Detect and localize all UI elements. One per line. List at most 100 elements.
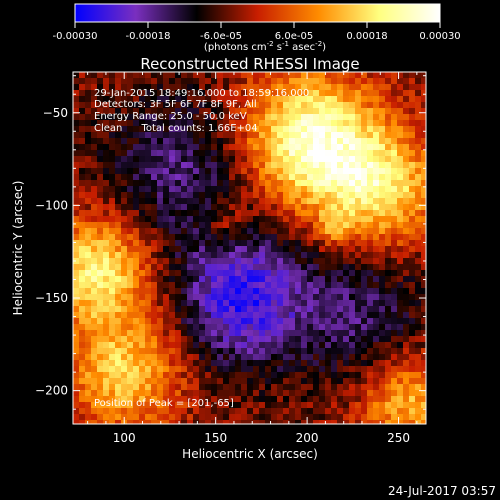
heatmap-cell bbox=[271, 96, 277, 102]
heatmap-cell bbox=[241, 96, 247, 102]
heatmap-cell bbox=[181, 132, 187, 138]
colorbar bbox=[74, 3, 441, 23]
heatmap-cell bbox=[295, 390, 301, 396]
heatmap-cell bbox=[229, 366, 235, 372]
heatmap-cell bbox=[277, 162, 283, 168]
heatmap-cell bbox=[151, 156, 157, 162]
heatmap-cell bbox=[109, 174, 115, 180]
heatmap-cell bbox=[385, 282, 391, 288]
heatmap-cell bbox=[73, 360, 79, 366]
heatmap-cell bbox=[181, 102, 187, 108]
heatmap-cell bbox=[397, 102, 403, 108]
heatmap-cell bbox=[109, 210, 115, 216]
heatmap-cell bbox=[397, 270, 403, 276]
heatmap-cell bbox=[79, 108, 85, 114]
heatmap-cell bbox=[169, 288, 175, 294]
heatmap-cell bbox=[223, 408, 229, 414]
heatmap-cell bbox=[289, 174, 295, 180]
heatmap-cell bbox=[421, 306, 426, 312]
heatmap-cell bbox=[73, 120, 79, 126]
heatmap-cell bbox=[73, 126, 79, 132]
heatmap-cell bbox=[121, 336, 127, 342]
heatmap-cell bbox=[289, 402, 295, 408]
heatmap-cell bbox=[319, 72, 325, 78]
heatmap-cell bbox=[115, 264, 121, 270]
heatmap-cell bbox=[307, 378, 313, 384]
heatmap-cell bbox=[97, 360, 103, 366]
heatmap-cell bbox=[169, 402, 175, 408]
heatmap-cell bbox=[211, 414, 217, 420]
heatmap-cell bbox=[367, 96, 373, 102]
heatmap-cell bbox=[385, 264, 391, 270]
heatmap-cell bbox=[151, 414, 157, 420]
heatmap-cell bbox=[199, 276, 205, 282]
heatmap-cell bbox=[193, 150, 199, 156]
heatmap-cell bbox=[157, 306, 163, 312]
heatmap-cell bbox=[157, 180, 163, 186]
heatmap-cell bbox=[127, 240, 133, 246]
heatmap-cell bbox=[283, 132, 289, 138]
heatmap-cell bbox=[229, 168, 235, 174]
heatmap-cell bbox=[139, 210, 145, 216]
heatmap-cell bbox=[145, 222, 151, 228]
heatmap-cell bbox=[421, 246, 426, 252]
heatmap-cell bbox=[127, 198, 133, 204]
heatmap-cell bbox=[295, 204, 301, 210]
heatmap-cell bbox=[133, 96, 139, 102]
heatmap-cell bbox=[115, 72, 121, 78]
heatmap-cell bbox=[253, 120, 259, 126]
heatmap-cell bbox=[307, 168, 313, 174]
heatmap-cell bbox=[283, 78, 289, 84]
heatmap-cell bbox=[361, 138, 367, 144]
heatmap-cell bbox=[205, 366, 211, 372]
heatmap-cell bbox=[301, 312, 307, 318]
heatmap-cell bbox=[289, 246, 295, 252]
heatmap-cell bbox=[397, 84, 403, 90]
heatmap-cell bbox=[73, 180, 79, 186]
heatmap-cell bbox=[229, 342, 235, 348]
heatmap-cell bbox=[313, 324, 319, 330]
heatmap-cell bbox=[127, 210, 133, 216]
heatmap-cell bbox=[211, 276, 217, 282]
heatmap-cell bbox=[193, 378, 199, 384]
heatmap-cell bbox=[259, 420, 265, 424]
heatmap-cell bbox=[139, 84, 145, 90]
heatmap-cell bbox=[367, 186, 373, 192]
heatmap-cell bbox=[289, 102, 295, 108]
heatmap-cell bbox=[397, 378, 403, 384]
heatmap-cell bbox=[403, 186, 409, 192]
heatmap-cell bbox=[97, 276, 103, 282]
heatmap-cell bbox=[325, 366, 331, 372]
heatmap-cell bbox=[283, 282, 289, 288]
heatmap-cell bbox=[319, 342, 325, 348]
heatmap-cell bbox=[175, 420, 181, 424]
heatmap-cell bbox=[79, 420, 85, 424]
heatmap-cell bbox=[373, 318, 379, 324]
heatmap-cell bbox=[319, 270, 325, 276]
heatmap-cell bbox=[235, 222, 241, 228]
heatmap-cell bbox=[205, 270, 211, 276]
heatmap-cell bbox=[79, 186, 85, 192]
heatmap-cell bbox=[187, 294, 193, 300]
heatmap-cell bbox=[313, 306, 319, 312]
heatmap-cell bbox=[241, 234, 247, 240]
heatmap-cell bbox=[151, 234, 157, 240]
heatmap-cell bbox=[199, 312, 205, 318]
heatmap-cell bbox=[181, 216, 187, 222]
heatmap-cell bbox=[391, 348, 397, 354]
heatmap-cell bbox=[307, 96, 313, 102]
heatmap-cell bbox=[193, 282, 199, 288]
heatmap-cell bbox=[205, 132, 211, 138]
heatmap-cell bbox=[355, 282, 361, 288]
heatmap-cell bbox=[103, 216, 109, 222]
heatmap-cell bbox=[373, 390, 379, 396]
heatmap-cell bbox=[331, 168, 337, 174]
heatmap-cell bbox=[343, 342, 349, 348]
heatmap-cell bbox=[289, 156, 295, 162]
heatmap-cell bbox=[205, 216, 211, 222]
heatmap-cell bbox=[145, 384, 151, 390]
heatmap-cell bbox=[295, 126, 301, 132]
heatmap-cell bbox=[79, 294, 85, 300]
heatmap-cell bbox=[349, 258, 355, 264]
heatmap-cell bbox=[409, 204, 415, 210]
